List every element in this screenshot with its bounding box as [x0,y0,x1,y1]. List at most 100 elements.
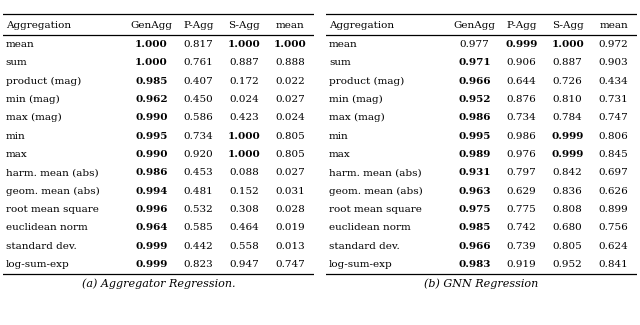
Text: 0.990: 0.990 [135,150,168,159]
Text: 0.027: 0.027 [276,95,305,104]
Text: 0.031: 0.031 [276,187,305,196]
Text: 0.996: 0.996 [135,205,168,214]
Text: 0.817: 0.817 [184,40,213,49]
Text: mean: mean [6,40,35,49]
Text: 0.995: 0.995 [135,132,168,141]
Text: 0.680: 0.680 [553,224,582,232]
Text: 0.450: 0.450 [184,95,213,104]
Text: 0.985: 0.985 [135,76,168,85]
Text: 0.407: 0.407 [184,76,213,85]
Text: product (mag): product (mag) [329,76,404,85]
Text: (a) Aggregator Regression.: (a) Aggregator Regression. [82,279,235,289]
Text: 0.629: 0.629 [507,187,536,196]
Text: root mean square: root mean square [329,205,422,214]
Text: 0.586: 0.586 [184,113,213,122]
Text: 0.906: 0.906 [507,58,536,67]
Text: max (mag): max (mag) [329,113,385,122]
Text: 1.000: 1.000 [135,58,168,67]
Text: 0.920: 0.920 [184,150,213,159]
Text: 0.964: 0.964 [135,224,168,232]
Text: 1.000: 1.000 [228,132,260,141]
Text: 0.876: 0.876 [507,95,536,104]
Text: 0.806: 0.806 [599,132,628,141]
Text: log-sum-exp: log-sum-exp [6,260,69,269]
Text: 0.999: 0.999 [552,132,584,141]
Text: 0.626: 0.626 [599,187,628,196]
Text: 0.805: 0.805 [276,150,305,159]
Text: geom. mean (abs): geom. mean (abs) [6,187,99,196]
Text: 1.000: 1.000 [551,40,584,49]
Text: 0.962: 0.962 [135,95,168,104]
Text: euclidean norm: euclidean norm [6,224,88,232]
Text: 0.805: 0.805 [276,132,305,141]
Text: min (mag): min (mag) [6,95,60,104]
Text: 0.976: 0.976 [507,150,536,159]
Text: 0.966: 0.966 [458,76,491,85]
Text: 0.797: 0.797 [507,168,536,177]
Text: 0.999: 0.999 [552,150,584,159]
Text: 0.963: 0.963 [458,187,491,196]
Text: 0.731: 0.731 [599,95,628,104]
Text: 0.585: 0.585 [184,224,213,232]
Text: P-Agg: P-Agg [183,20,214,30]
Text: 1.000: 1.000 [228,150,260,159]
Text: 0.887: 0.887 [230,58,259,67]
Text: 0.644: 0.644 [507,76,536,85]
Text: S-Agg: S-Agg [228,20,260,30]
Text: root mean square: root mean square [6,205,99,214]
Text: min: min [6,132,26,141]
Text: 0.971: 0.971 [458,58,491,67]
Text: 0.995: 0.995 [458,132,491,141]
Text: 1.000: 1.000 [135,40,168,49]
Text: 0.810: 0.810 [553,95,582,104]
Text: 0.842: 0.842 [553,168,582,177]
Text: 0.823: 0.823 [184,260,213,269]
Text: 0.022: 0.022 [276,76,305,85]
Text: 0.966: 0.966 [458,242,491,251]
Text: mean: mean [329,40,358,49]
Text: 0.845: 0.845 [599,150,628,159]
Text: mean: mean [599,20,628,30]
Text: 0.931: 0.931 [458,168,491,177]
Text: GenAgg: GenAgg [454,20,495,30]
Text: 0.994: 0.994 [135,187,168,196]
Text: max: max [329,150,351,159]
Text: 0.308: 0.308 [230,205,259,214]
Text: harm. mean (abs): harm. mean (abs) [6,168,99,177]
Text: 0.985: 0.985 [458,224,491,232]
Text: (b) GNN Regression: (b) GNN Regression [424,279,539,289]
Text: sum: sum [329,58,351,67]
Text: 0.989: 0.989 [458,150,491,159]
Text: 0.805: 0.805 [553,242,582,251]
Text: 0.986: 0.986 [507,132,536,141]
Text: 0.697: 0.697 [599,168,628,177]
Text: euclidean norm: euclidean norm [329,224,411,232]
Text: 0.990: 0.990 [135,113,168,122]
Text: 0.734: 0.734 [184,132,213,141]
Text: 0.841: 0.841 [599,260,628,269]
Text: 0.624: 0.624 [599,242,628,251]
Text: mean: mean [276,20,305,30]
Text: 0.947: 0.947 [230,260,259,269]
Text: 0.024: 0.024 [230,95,259,104]
Text: harm. mean (abs): harm. mean (abs) [329,168,422,177]
Text: 0.481: 0.481 [184,187,213,196]
Text: 0.442: 0.442 [184,242,213,251]
Text: 0.027: 0.027 [276,168,305,177]
Text: 0.028: 0.028 [276,205,305,214]
Text: GenAgg: GenAgg [131,20,172,30]
Text: Aggregation: Aggregation [329,20,394,30]
Text: sum: sum [6,58,28,67]
Text: standard dev.: standard dev. [329,242,399,251]
Text: 0.434: 0.434 [599,76,628,85]
Text: 0.464: 0.464 [230,224,259,232]
Text: 0.019: 0.019 [276,224,305,232]
Text: min (mag): min (mag) [329,95,383,104]
Text: 0.453: 0.453 [184,168,213,177]
Text: 0.999: 0.999 [506,40,538,49]
Text: max: max [6,150,28,159]
Text: 0.999: 0.999 [135,242,168,251]
Text: 0.532: 0.532 [184,205,213,214]
Text: 0.742: 0.742 [507,224,536,232]
Text: 0.888: 0.888 [276,58,305,67]
